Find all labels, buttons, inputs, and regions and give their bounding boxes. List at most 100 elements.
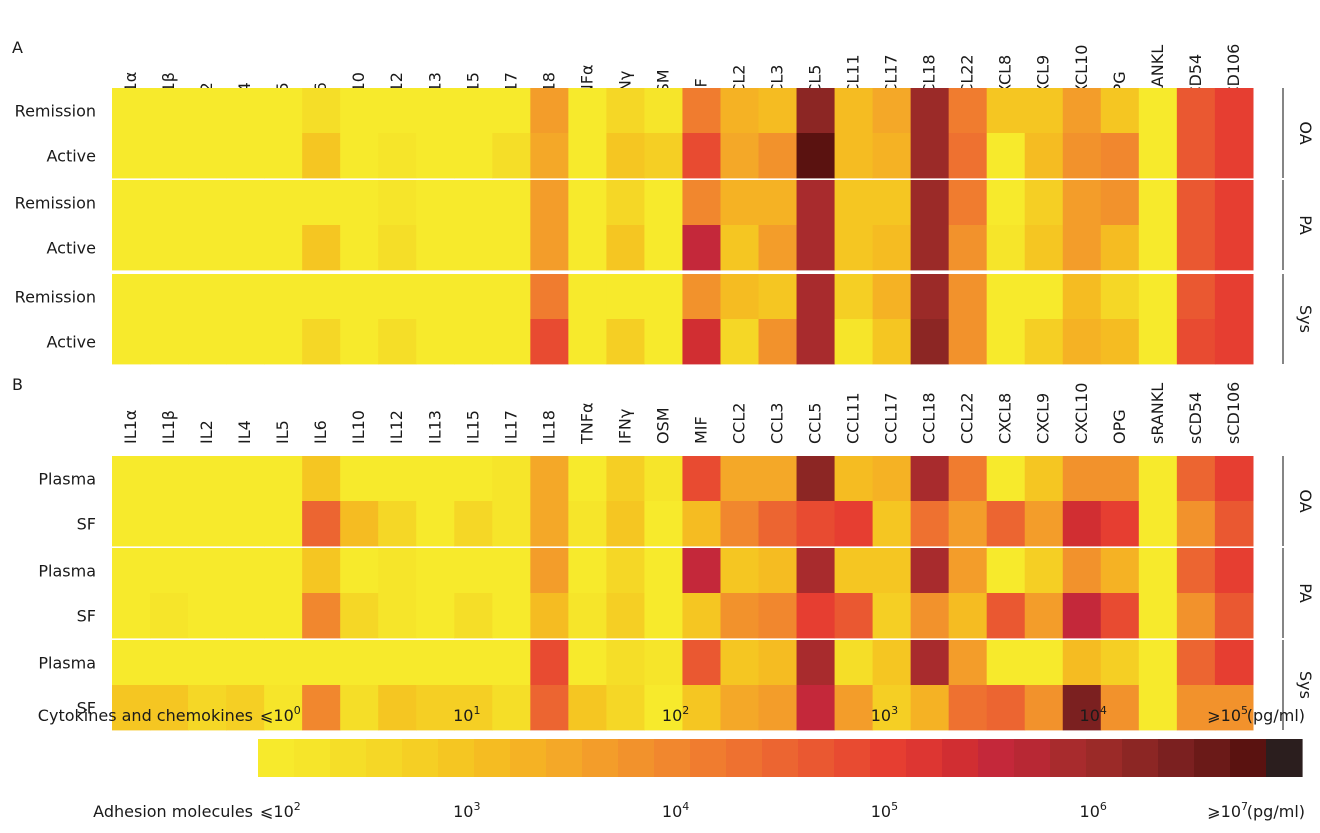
heatmap-cell — [1100, 180, 1140, 226]
heatmap-cell — [872, 501, 912, 547]
heatmap-cell — [226, 456, 265, 502]
panel-b: B IL1α IL1β IL2 IL4 IL5 IL6 IL10 IL12 IL13 IL15 IL1… — [12, 375, 1315, 731]
scale-swatch — [402, 739, 439, 777]
heatmap-cell — [530, 180, 569, 226]
heatmap-cell — [226, 501, 265, 547]
heatmap-cell — [1024, 640, 1064, 686]
heatmap-cell — [150, 640, 189, 686]
adhesion-tick-label: 106 — [1080, 800, 1107, 821]
heatmap-cell — [568, 88, 607, 134]
heatmap-cell — [948, 274, 988, 320]
heatmap-cell — [606, 88, 646, 134]
group-label: OA — [1296, 489, 1315, 512]
heatmap-cell — [1100, 548, 1140, 594]
heatmap-cell — [720, 685, 760, 731]
heatmap-cell — [910, 501, 950, 547]
cytokines-tick-label: ⩾105 — [1207, 704, 1248, 725]
heatmap-cell — [948, 456, 988, 502]
scale-swatch — [1014, 739, 1051, 777]
heatmap-cell — [112, 180, 151, 226]
column-label-7: IL12 — [387, 410, 406, 444]
heatmap-cell — [340, 501, 379, 547]
scale-swatch — [366, 739, 403, 777]
heatmap-cell — [454, 180, 493, 226]
heatmap-cell — [188, 640, 227, 686]
heatmap-cell — [1024, 133, 1064, 179]
heatmap-cell — [910, 88, 950, 134]
heatmap-cell — [1100, 133, 1140, 179]
heatmap-cell — [872, 548, 912, 594]
heatmap-cell — [1062, 180, 1102, 226]
heatmap-cell — [264, 274, 303, 320]
scale-swatch — [726, 739, 763, 777]
heatmap-cell — [226, 685, 265, 731]
heatmap-cell — [492, 501, 531, 547]
row-label: SF — [77, 699, 96, 718]
heatmap-cell — [530, 685, 569, 731]
heatmap-cell — [378, 133, 417, 179]
heatmap-cell — [226, 225, 265, 271]
heatmap-cell — [1214, 274, 1254, 320]
heatmap-cell — [492, 180, 531, 226]
heatmap-cell — [530, 225, 569, 271]
heatmap-cell — [568, 593, 607, 639]
heatmap-cell — [416, 225, 455, 271]
heatmap-cell — [758, 133, 798, 179]
heatmap-cell — [492, 88, 531, 134]
group-label: PA — [1296, 583, 1315, 603]
heatmap-cell — [454, 88, 493, 134]
heatmap-cell — [1100, 593, 1140, 639]
heatmap-cell — [188, 274, 227, 320]
heatmap-cell — [340, 274, 379, 320]
color-scale: Cytokines and chemokines Adhesion molecul… — [38, 704, 1305, 821]
heatmap-cell — [1214, 88, 1254, 134]
heatmap-cell — [492, 456, 531, 502]
heatmap-cell — [606, 274, 646, 320]
heatmap-cell — [872, 133, 912, 179]
heatmap-cell — [644, 456, 684, 502]
column-label-4: IL5 — [273, 420, 292, 444]
heatmap-cell — [416, 640, 455, 686]
heatmap-cell — [1176, 685, 1216, 731]
heatmap-cell — [1176, 133, 1216, 179]
cytokines-tick-label: 104 — [1080, 704, 1107, 725]
heatmap-cell — [264, 593, 303, 639]
heatmap-cell — [1138, 180, 1178, 226]
heatmap-cell — [606, 548, 646, 594]
heatmap-cell — [1214, 319, 1254, 365]
heatmap-cell — [1214, 456, 1254, 502]
heatmap-cell — [1138, 274, 1178, 320]
row-label: Remission — [15, 102, 96, 121]
adhesion-tick-label: ⩽102 — [260, 800, 301, 821]
heatmap-cell — [682, 88, 722, 134]
heatmap-cell — [568, 319, 607, 365]
heatmap-cell — [454, 133, 493, 179]
heatmap-cell — [834, 685, 874, 731]
heatmap-cell — [568, 640, 607, 686]
heatmap-cell — [834, 180, 874, 226]
heatmap-cell — [302, 501, 341, 547]
scale-swatch — [978, 739, 1015, 777]
heatmap-cell — [834, 548, 874, 594]
column-label-6: IL10 — [349, 410, 368, 444]
heatmap-cell — [986, 133, 1026, 179]
heatmap-cell — [872, 319, 912, 365]
group-sys: Plasma SF Sys — [38, 640, 1315, 731]
heatmap-cell — [454, 501, 493, 547]
heatmap-cell — [606, 180, 646, 226]
scale-swatch — [1122, 739, 1159, 777]
adhesion-scale-label: Adhesion molecules — [93, 802, 253, 821]
heatmap-cell — [1062, 456, 1102, 502]
heatmap-cell — [1138, 548, 1178, 594]
row-label: Active — [47, 333, 97, 352]
column-label-11: IL18 — [539, 410, 558, 444]
heatmap-cell — [1138, 88, 1178, 134]
heatmap-cell — [1176, 548, 1216, 594]
heatmap-cell — [1062, 593, 1102, 639]
heatmap-cell — [416, 180, 455, 226]
scale-swatch — [1158, 739, 1195, 777]
heatmap-cell — [188, 685, 227, 731]
heatmap-cell — [872, 88, 912, 134]
heatmap-cell — [644, 319, 684, 365]
scale-swatch — [438, 739, 475, 777]
